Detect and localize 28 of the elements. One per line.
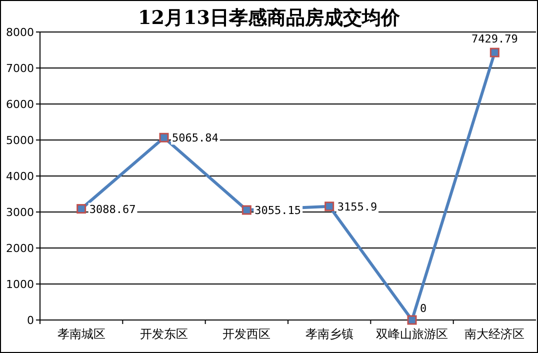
x-tick-label: 孝南乡镇	[305, 327, 354, 341]
y-tick-label: 2000	[6, 242, 34, 255]
point	[159, 132, 169, 142]
x-tick-label: 双峰山旅游区	[376, 327, 448, 341]
data-label: 5065.84	[172, 132, 219, 145]
data-label: 3055.15	[254, 204, 302, 218]
point	[407, 315, 417, 325]
x-tick-label: 孝南城区	[57, 327, 106, 341]
data-label: 3088.67	[89, 202, 136, 216]
data-label: 0	[420, 302, 427, 315]
point	[324, 202, 334, 212]
data-label: 3155.9	[337, 200, 378, 214]
y-tick-label: 7000	[6, 62, 34, 75]
point	[242, 205, 252, 215]
point	[76, 204, 86, 214]
y-tick-label: 4000	[6, 170, 34, 183]
x-tick-label: 开发东区	[140, 327, 188, 341]
y-tick-label: 8000	[6, 26, 34, 39]
y-tick-label: 3000	[6, 206, 34, 219]
y-tick-label: 0	[27, 314, 34, 327]
data-label: 7429.79	[471, 32, 518, 46]
chart-title: 12月13日孝感商品房成交均价	[138, 7, 401, 29]
y-tick-label: 6000	[6, 98, 34, 111]
y-tick-label: 1000	[6, 278, 34, 291]
x-tick-label: 开发西区	[222, 327, 271, 341]
point	[490, 48, 500, 58]
x-tick-label: 南大经济区	[464, 327, 525, 341]
y-tick-label: 5000	[6, 134, 34, 147]
